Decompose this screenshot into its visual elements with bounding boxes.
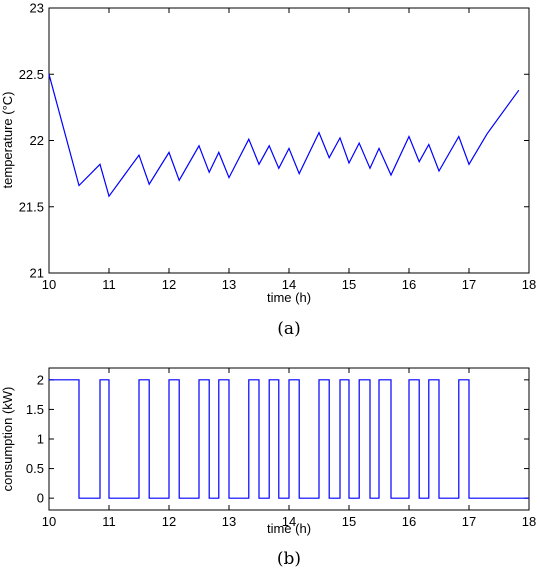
x-tick-label: 15 xyxy=(342,514,356,529)
x-tick-label: 17 xyxy=(462,277,476,292)
y-tick-label: 0 xyxy=(37,491,44,506)
x-tick-label: 18 xyxy=(522,514,536,529)
x-tick-label: 12 xyxy=(162,277,176,292)
x-tick-label: 14 xyxy=(282,514,296,529)
x-tick-label: 10 xyxy=(42,514,56,529)
x-tick-label: 15 xyxy=(342,277,356,292)
x-axis-label-a: time (h) xyxy=(267,290,311,305)
temperature-chart: 10 11 12 13 14 15 16 17 18 21 21.5 22 22.5 23 time (h… xyxy=(0,1,536,340)
x-tick-label: 17 xyxy=(462,514,476,529)
caption-a: (a) xyxy=(277,319,300,339)
x-tick-label: 16 xyxy=(402,277,416,292)
y-tick-label: 22 xyxy=(30,133,44,148)
y-axis-label-b: consumption (kW) xyxy=(0,387,15,492)
x-tick-label: 11 xyxy=(102,277,116,292)
consumption-series-line xyxy=(49,379,529,499)
x-tick-label: 14 xyxy=(282,277,296,292)
y-tick-label: 1.5 xyxy=(26,402,44,417)
x-tick-label: 13 xyxy=(222,514,236,529)
x-tick-label: 10 xyxy=(42,277,56,292)
x-tick-label: 18 xyxy=(522,277,536,292)
x-tick-label: 12 xyxy=(162,514,176,529)
y-tick-label: 1 xyxy=(37,432,44,447)
ticks-a: 10 11 12 13 14 15 16 17 18 21 21.5 22 22.5 23 xyxy=(19,1,537,293)
x-tick-label: 16 xyxy=(402,514,416,529)
y-tick-label: 0.5 xyxy=(26,461,44,476)
y-tick-label: 21 xyxy=(30,266,44,281)
consumption-chart: 10 11 12 13 14 15 16 17 18 0 0.5 1 1.5 2 time (h) con… xyxy=(0,367,536,569)
x-tick-label: 13 xyxy=(222,277,236,292)
ticks-b: 10 11 12 13 14 15 16 17 18 0 0.5 1 1.5 2 xyxy=(26,368,536,529)
caption-b: (b) xyxy=(277,549,301,569)
y-tick-label: 21.5 xyxy=(19,199,44,214)
x-axis-label-b: time (h) xyxy=(267,521,311,536)
temperature-series-line xyxy=(48,74,520,198)
y-tick-label: 23 xyxy=(30,1,44,16)
y-axis-label-a: temperature (°C) xyxy=(0,92,15,189)
x-tick-label: 11 xyxy=(102,514,116,529)
y-tick-label: 2 xyxy=(37,372,44,387)
y-tick-label: 22.5 xyxy=(19,67,44,82)
